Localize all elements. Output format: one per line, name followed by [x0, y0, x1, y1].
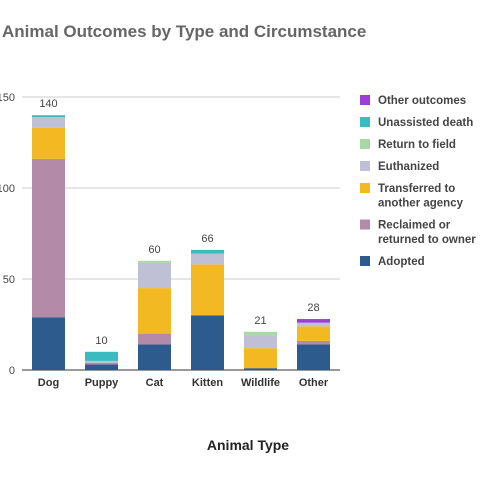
- bar-segment-euthanized: [244, 335, 277, 349]
- bar-segment-transferred-to-another-agency: [297, 326, 330, 341]
- bar-segment-adopted: [191, 315, 224, 370]
- x-tick-label: Puppy: [85, 377, 119, 389]
- bar-segment-reclaimed-or-returned-to-owner: [297, 340, 330, 345]
- bar-segment-euthanized: [191, 253, 224, 265]
- bar-segment-transferred-to-another-agency: [32, 127, 65, 159]
- legend-swatch: [360, 183, 370, 193]
- legend-swatch: [360, 139, 370, 149]
- x-axis-title: Animal Type: [206, 437, 290, 453]
- bar-segment-adopted: [85, 364, 118, 370]
- y-tick-label: 100: [0, 183, 15, 195]
- y-tick-label: 150: [0, 92, 15, 104]
- bar-segment-unassisted-death: [85, 351, 118, 361]
- bar-segment-euthanized: [297, 322, 330, 327]
- x-tick-label: Kitten: [192, 377, 223, 389]
- legend-swatch: [360, 219, 370, 230]
- bar-segment-reclaimed-or-returned-to-owner: [138, 333, 171, 345]
- x-tick-label: Cat: [146, 377, 164, 389]
- legend-swatch: [360, 161, 370, 171]
- bar-segment-euthanized: [85, 360, 118, 363]
- bar-segment-other-outcomes: [297, 319, 330, 323]
- legend-entry: Unassisted death: [378, 117, 473, 129]
- legend-entry: Transferred to another agency: [378, 183, 464, 210]
- bar-total-label: 28: [307, 302, 319, 314]
- bar-segment-return-to-field: [244, 331, 277, 336]
- legend-entry: Other outcomes: [378, 95, 466, 107]
- chart-title: Animal Outcomes by Type and Circumstance: [2, 22, 367, 41]
- legend-swatch: [360, 95, 370, 105]
- bar-segment-unassisted-death: [32, 115, 65, 118]
- bar-segment-return-to-field: [138, 260, 171, 263]
- bar-total-label: 21: [254, 315, 266, 327]
- bar-segment-transferred-to-another-agency: [244, 348, 277, 369]
- bar-total-label: 10: [95, 335, 107, 347]
- bar-total-label: 66: [201, 233, 213, 245]
- legend-entry: Euthanized: [378, 161, 439, 173]
- bar-segment-unassisted-death: [191, 249, 224, 254]
- bar-segment-adopted: [297, 344, 330, 370]
- x-tick-label: Wildlife: [241, 377, 280, 389]
- bar-total-label: 140: [39, 98, 57, 110]
- y-tick-label: 50: [3, 274, 15, 286]
- legend-entry: Adopted: [378, 256, 425, 268]
- legend-swatch: [360, 117, 370, 127]
- bar-segment-transferred-to-another-agency: [191, 264, 224, 316]
- bar-segment-adopted: [32, 317, 65, 370]
- legend-entry: Return to field: [378, 139, 456, 151]
- bar-segment-reclaimed-or-returned-to-owner: [85, 362, 118, 365]
- bar-segment-euthanized: [138, 262, 171, 289]
- bar-segment-euthanized: [32, 117, 65, 128]
- x-tick-label: Dog: [38, 377, 59, 389]
- x-tick-label: Other: [299, 377, 329, 389]
- bar-segment-transferred-to-another-agency: [138, 288, 171, 334]
- bar-total-label: 60: [148, 244, 160, 256]
- bar-segment-adopted: [138, 344, 171, 370]
- bar-segment-reclaimed-or-returned-to-owner: [32, 158, 65, 318]
- bar-segment-adopted: [244, 368, 277, 370]
- legend-swatch: [360, 256, 370, 266]
- legend-entry: Reclaimed or returned to owner: [378, 220, 476, 247]
- y-tick-label: 0: [9, 365, 15, 377]
